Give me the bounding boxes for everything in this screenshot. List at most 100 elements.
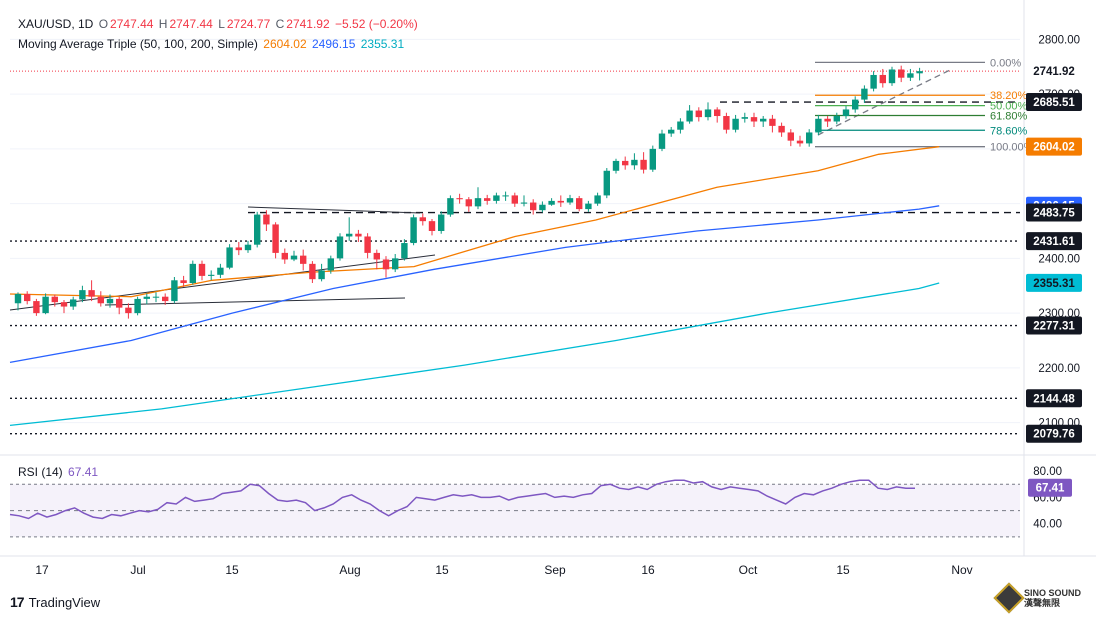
candle-body [907,73,914,78]
candle-body [861,88,868,100]
fib-label: 50.00% [990,101,1028,113]
price-label-text: 2685.51 [1033,97,1075,109]
candle-body [438,214,445,231]
ma100-value: 2496.15 [312,37,356,51]
tradingview-label: TradingView [28,594,101,610]
price-label-box [1026,424,1082,443]
tradingview-logo[interactable]: 17 TradingView [10,594,100,610]
time-tick-label: Oct [739,563,758,577]
price-label-text: 2483.75 [1033,208,1075,220]
candle-body [198,263,206,276]
rsi-line [9,479,915,520]
time-tick-label: 15 [836,563,850,577]
ma-label[interactable]: Moving Average Triple (50, 100, 200, Sim… [18,37,258,51]
candle-body [42,296,49,314]
candle-body [502,195,509,197]
ma50-line [9,146,940,298]
trend-lines [9,69,951,311]
candle-body [778,125,785,133]
tradingview-icon: 17 [10,594,25,610]
time-tick-label: Nov [951,563,972,577]
change-value: −5.52 (−0.20%) [335,17,418,31]
candle-body [290,255,298,260]
fib-label: 0.00% [990,57,1021,69]
candle-body [346,233,353,237]
price-label-text: 2079.76 [1033,429,1075,441]
rsi-header: RSI (14) 67.41 [18,465,100,479]
time-tick-label: Sep [544,563,566,577]
price-label-box [1026,232,1082,251]
candle-body [668,129,675,134]
candle-body [566,198,574,203]
candle-body [281,252,288,260]
symbol-label[interactable]: XAU/USD, 1D [18,17,94,31]
price-axis-labels: 2741.922685.512604.022496.152483.752431.… [1026,62,1082,443]
trendline-base [104,297,406,306]
channel-line [817,69,951,136]
price-label-text: 2604.02 [1033,142,1075,154]
candle-body [576,198,583,210]
candle-body [888,69,896,84]
candle-body [539,204,546,211]
sino-diamond-icon [993,582,1025,614]
candle-body [336,236,344,259]
watermark-line1: SINO SOUND [1024,588,1082,598]
candle-body [244,244,252,251]
price-tick-label: 2800.00 [1038,34,1080,46]
candle-body [79,290,86,300]
moving-averages [9,146,940,427]
close-label: C [275,17,285,31]
price-label-text: 2741.92 [1033,66,1075,78]
candlesticks [14,65,923,319]
candle-body [704,109,712,118]
candle-body [833,116,840,122]
time-tick-label: 15 [225,563,239,577]
candle-body [189,263,196,284]
rsi-tick-label: 40.00 [1033,519,1062,531]
candle-body [309,263,316,280]
sino-sound-watermark: SINO SOUND 漢聲無限 [993,582,1082,614]
candle-body [401,243,408,259]
rsi-value-label: 67.41 [1036,483,1065,495]
price-label-box [1026,203,1082,222]
candle-body [456,198,463,200]
time-tick-label: Aug [339,563,360,577]
candle-body [824,118,831,122]
candle-body [116,298,123,308]
candle-body [741,117,748,119]
time-tick-label: 16 [641,563,655,577]
candle-body [732,118,739,130]
price-label-text: 2277.31 [1033,321,1075,333]
rsi-value-box [1028,478,1072,497]
time-tick-label: 15 [435,563,449,577]
candle-body [557,200,564,203]
candle-body [125,307,132,314]
candle-body [787,132,794,141]
candle-body [585,203,592,210]
time-axis: 17 Jul 15 Aug 15 Sep 16 Oct 15 Nov [35,563,972,577]
candle-body [88,290,95,297]
trendline-lower [9,254,436,311]
candle-body [723,116,730,130]
candle-body [658,133,666,149]
candle-body [106,298,114,304]
candle-body [916,71,923,74]
rsi-label[interactable]: RSI (14) [18,465,63,479]
candle-body [327,258,334,271]
fib-label: 38.20% [990,90,1028,102]
price-label-box [1026,273,1082,292]
trendline-upper [247,206,421,214]
fib-label: 61.80% [990,110,1028,122]
candle-body [217,267,224,275]
price-label-text: 2431.61 [1033,236,1075,248]
candle-body [300,255,307,264]
candle-body [796,140,804,144]
price-tick-label: 2200.00 [1038,363,1080,375]
candle-body [465,199,472,207]
candle-body [622,160,629,166]
candle-body [806,132,813,144]
ma100-line [9,205,940,364]
candle-body [898,69,905,78]
